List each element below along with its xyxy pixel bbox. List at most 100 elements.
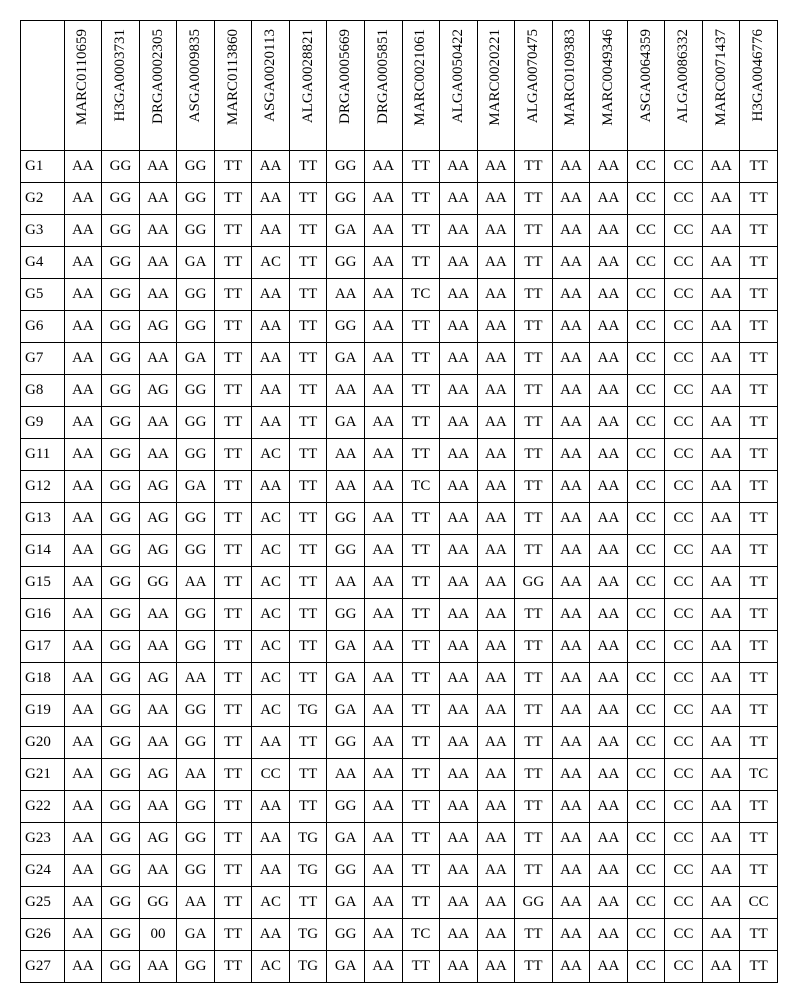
data-cell: TT: [515, 663, 553, 695]
data-cell: GG: [177, 823, 215, 855]
data-cell: TT: [289, 727, 327, 759]
data-cell: AA: [64, 887, 102, 919]
data-cell: GA: [327, 695, 365, 727]
data-cell: AA: [702, 663, 740, 695]
data-cell: TT: [740, 695, 778, 727]
data-cell: AA: [590, 951, 628, 983]
data-cell: CC: [665, 151, 703, 183]
data-cell: AA: [139, 279, 177, 311]
data-cell: TT: [740, 599, 778, 631]
data-cell: AA: [439, 151, 477, 183]
data-cell: AA: [364, 695, 402, 727]
data-cell: TT: [740, 183, 778, 215]
data-cell: AA: [139, 695, 177, 727]
data-cell: GG: [139, 567, 177, 599]
data-cell: AA: [64, 663, 102, 695]
data-cell: AA: [364, 631, 402, 663]
data-cell: AC: [252, 599, 290, 631]
column-header: ALGA0070475: [515, 21, 553, 151]
data-cell: CC: [627, 151, 665, 183]
data-cell: CC: [665, 695, 703, 727]
data-cell: TT: [515, 439, 553, 471]
row-label: G20: [21, 727, 65, 759]
data-cell: GG: [102, 535, 140, 567]
data-cell: TT: [740, 215, 778, 247]
data-cell: AC: [252, 951, 290, 983]
data-cell: AA: [64, 439, 102, 471]
data-cell: TT: [289, 663, 327, 695]
data-cell: AA: [64, 535, 102, 567]
data-cell: AA: [590, 823, 628, 855]
table-row: G22AAGGAAGGTTAATTGGAATTAAAATTAAAACCCCAAT…: [21, 791, 778, 823]
data-cell: AA: [139, 407, 177, 439]
data-cell: AA: [552, 311, 590, 343]
data-cell: AA: [364, 503, 402, 535]
data-cell: TT: [740, 631, 778, 663]
data-cell: GA: [177, 919, 215, 951]
data-cell: AA: [139, 151, 177, 183]
data-cell: AA: [702, 855, 740, 887]
data-cell: AA: [252, 407, 290, 439]
data-cell: GA: [177, 343, 215, 375]
table-row: G11AAGGAAGGTTACTTAAAATTAAAATTAAAACCCCAAT…: [21, 439, 778, 471]
data-cell: AA: [590, 247, 628, 279]
data-cell: AA: [364, 823, 402, 855]
data-cell: AA: [64, 759, 102, 791]
data-cell: AA: [64, 375, 102, 407]
row-label: G12: [21, 471, 65, 503]
data-cell: GA: [327, 951, 365, 983]
data-cell: TT: [214, 343, 251, 375]
data-cell: GA: [177, 471, 215, 503]
data-cell: AA: [477, 823, 515, 855]
data-cell: AA: [64, 823, 102, 855]
data-cell: GG: [102, 887, 140, 919]
data-cell: CC: [627, 919, 665, 951]
data-cell: TT: [402, 215, 439, 247]
data-cell: AA: [552, 855, 590, 887]
data-cell: AA: [139, 727, 177, 759]
data-cell: AA: [439, 215, 477, 247]
data-cell: TT: [515, 631, 553, 663]
data-cell: AA: [702, 343, 740, 375]
column-header-label: ALGA0050422: [450, 25, 467, 127]
data-cell: TT: [214, 439, 251, 471]
data-cell: AA: [477, 919, 515, 951]
data-cell: AA: [364, 663, 402, 695]
data-cell: AA: [590, 535, 628, 567]
data-cell: TT: [214, 535, 251, 567]
data-cell: AA: [702, 183, 740, 215]
data-cell: TT: [740, 791, 778, 823]
data-cell: GG: [327, 919, 365, 951]
data-cell: GG: [102, 343, 140, 375]
data-cell: TT: [402, 791, 439, 823]
table-row: G4AAGGAAGATTACTTGGAATTAAAATTAAAACCCCAATT: [21, 247, 778, 279]
data-cell: CC: [665, 471, 703, 503]
data-cell: AA: [477, 759, 515, 791]
data-cell: AA: [439, 759, 477, 791]
table-row: G24AAGGAAGGTTAATGGGAATTAAAATTAAAACCCCAAT…: [21, 855, 778, 887]
data-cell: AA: [139, 599, 177, 631]
data-cell: TT: [740, 535, 778, 567]
data-cell: TT: [402, 727, 439, 759]
data-cell: AA: [364, 215, 402, 247]
data-cell: TT: [515, 311, 553, 343]
data-cell: TT: [402, 503, 439, 535]
data-cell: AA: [590, 343, 628, 375]
data-cell: AA: [439, 535, 477, 567]
data-cell: GG: [102, 951, 140, 983]
data-cell: CC: [665, 887, 703, 919]
data-cell: AG: [139, 663, 177, 695]
data-cell: AA: [64, 695, 102, 727]
table-row: G25AAGGGGAATTACTTGAAATTAAAAGGAAAACCCCAAC…: [21, 887, 778, 919]
column-header-label: MARC0049346: [600, 25, 617, 130]
data-cell: AA: [64, 215, 102, 247]
data-cell: TT: [289, 471, 327, 503]
data-cell: TT: [214, 471, 251, 503]
data-cell: GG: [327, 855, 365, 887]
data-cell: GG: [177, 407, 215, 439]
data-cell: AA: [590, 279, 628, 311]
data-cell: TT: [214, 727, 251, 759]
row-label: G11: [21, 439, 65, 471]
data-cell: GG: [327, 535, 365, 567]
data-cell: GG: [177, 791, 215, 823]
